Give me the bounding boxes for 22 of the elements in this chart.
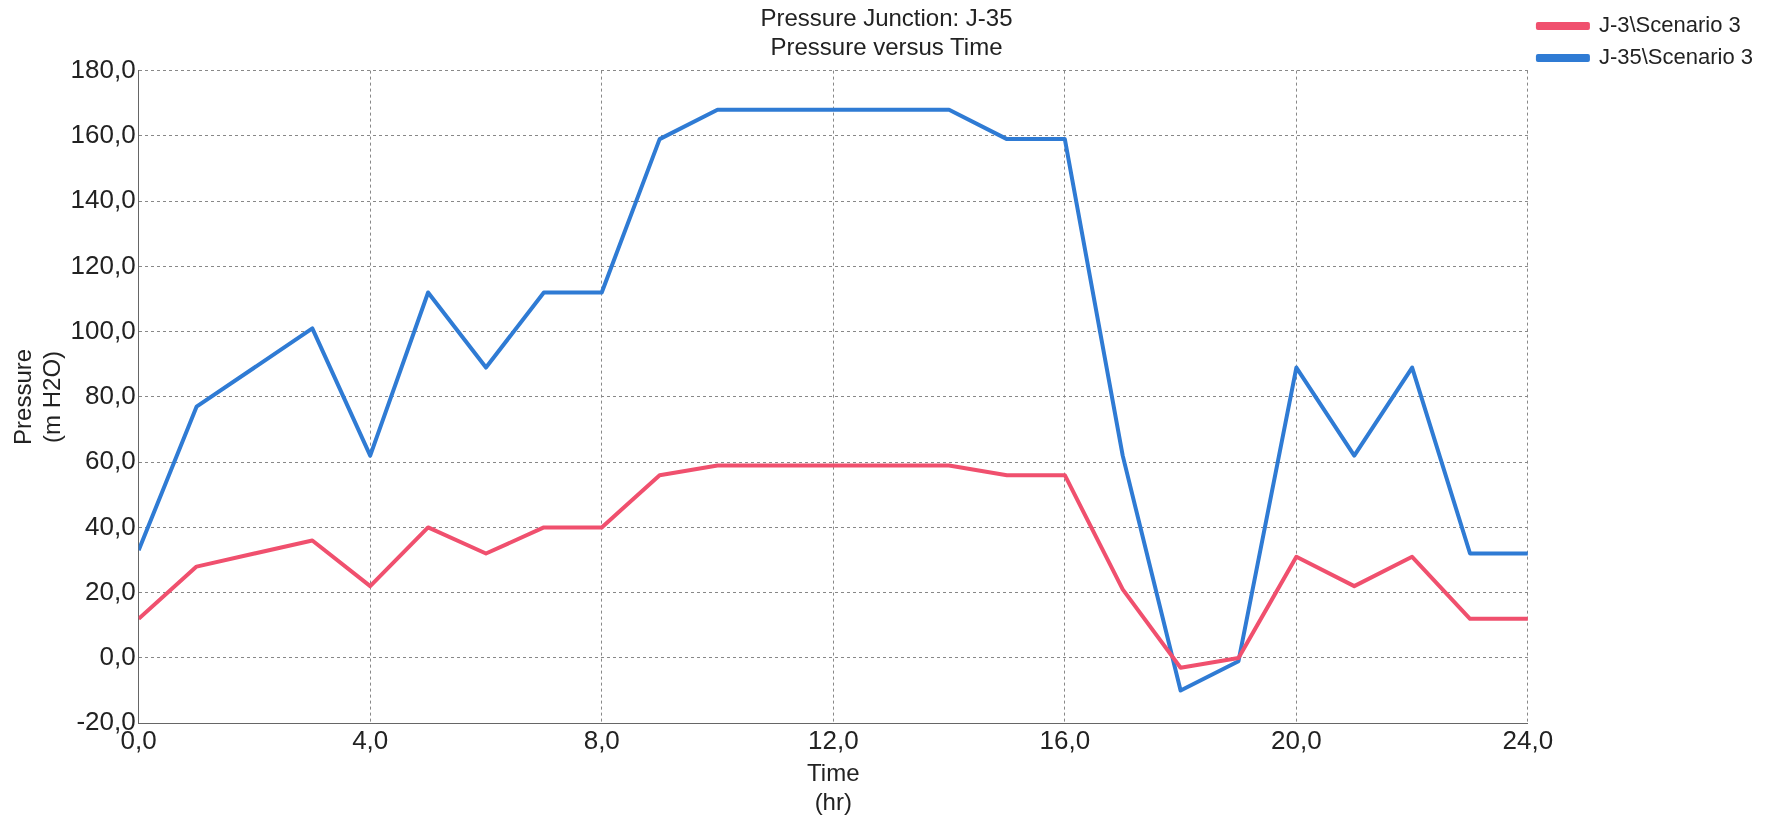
y-tick-label: 140,0 [70,184,136,215]
y-tick-label: 160,0 [70,119,136,150]
y-tick-label: 0,0 [99,641,136,672]
x-tick-label: 24,0 [1502,724,1554,755]
y-tick-label: 180,0 [70,53,136,84]
x-tick-label: 4,0 [352,724,389,755]
y-tick-label: 120,0 [70,249,136,280]
y-tick-label: 100,0 [70,314,136,345]
x-tick-label: 20,0 [1271,724,1322,755]
y-tick-label: 60,0 [85,445,136,476]
legend-label: J-3\Scenario 3 [1598,12,1741,38]
x-tick-label: 12,0 [807,724,859,755]
y-tick-label: 20,0 [85,575,136,606]
y-tick-label: 80,0 [85,380,136,411]
x-tick-label: 16,0 [1039,724,1091,755]
chart-title: Pressure Junction: J-35 [760,4,1013,32]
x-axis-title: Time (hr) [807,759,860,816]
y-axis-title: Pressure (m H2O) [9,348,65,445]
y-tick-label: 40,0 [85,510,136,541]
legend-label: J-35\Scenario 3 [1598,44,1754,70]
x-tick-label: 8,0 [583,724,620,755]
chart-subtitle: Pressure versus Time [770,32,1003,60]
